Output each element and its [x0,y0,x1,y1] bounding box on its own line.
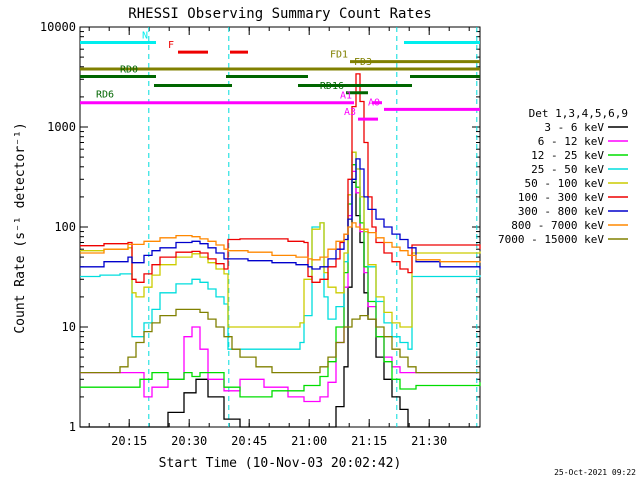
series-line-2 [80,170,480,403]
legend-title: Det 1,3,4,5,6,9 [529,107,628,120]
legend-entry-label: 50 - 100 keV [525,177,605,190]
flag-label-fd3: FD3 [354,57,372,68]
series-line-4 [80,151,481,350]
y-tick-label: 10 [62,320,76,334]
footer-timestamp: 25-Oct-2021 09:22 [554,468,636,477]
x-tick-label: 21:00 [291,434,327,448]
legend-entry-label: 300 - 800 keV [518,205,604,218]
series-line-5 [80,151,481,328]
series-line-3 [80,164,481,398]
flag-label-fd1: FD1 [330,50,348,61]
series-line-7 [80,158,481,270]
x-axis-label: Start Time (10-Nov-03 20:02:42) [159,456,402,471]
x-tick-label: 20:30 [171,434,207,448]
series-line-9 [80,308,480,374]
plot-area: 1 10 100 1000 10000 20:15 20:30 20:45 21:00 21:15… [40,20,481,448]
y-tick-label: 10000 [40,20,76,34]
legend-entry-label: 3 - 6 keV [544,121,604,134]
flag-label-a0: A0 [368,97,380,108]
x-tick-label: 20:15 [111,434,147,448]
flag-label-a1: A1 [340,91,352,102]
flag-label-rd6: RD6 [96,90,114,101]
series-line-8 [80,222,481,263]
plot-frame [79,26,481,428]
series-line-6 [80,73,481,283]
flag-label-a3: A3 [344,107,356,118]
x-tick-label: 21:15 [351,434,387,448]
x-tick-label: 21:30 [411,434,447,448]
x-tick-label: 20:45 [231,434,267,448]
legend-entry-label: 800 - 7000 keV [511,219,604,232]
y-tick-label: 1000 [47,120,76,134]
legend-entry-label: 7000 - 15000 keV [498,233,604,246]
series-line-1 [80,181,480,428]
y-tick-label: 100 [54,220,76,234]
chart-title: RHESSI Observing Summary Count Rates [128,6,431,22]
y-tick-label: 1 [69,420,76,434]
flag-label-rd0: RD0 [120,64,138,75]
flag-label-n: N [142,30,148,41]
legend-entry-label: 6 - 12 keV [538,135,605,148]
legend-entry-label: 25 - 50 keV [531,163,604,176]
legend-entry-label: 100 - 300 keV [518,191,604,204]
legend-entry-label: 12 - 25 keV [531,149,604,162]
y-axis-label: Count Rate (s⁻¹ detector⁻¹) [13,122,28,333]
flag-label-rd16: RD16 [320,81,344,92]
flag-label-f: F [168,40,174,51]
